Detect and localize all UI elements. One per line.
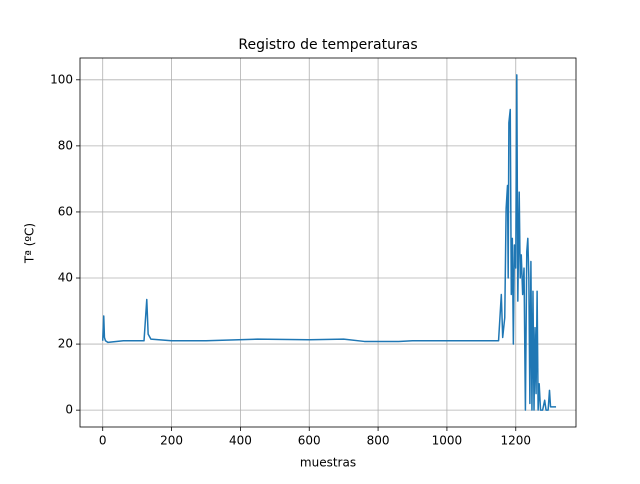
data-line [101,74,557,411]
y-tick-label: 60 [58,204,73,218]
x-tick-label: 400 [229,434,252,448]
y-tick-label: 100 [50,72,73,86]
plot-frame [79,57,577,428]
y-tick-label: 80 [58,138,73,152]
x-tick-label: 1000 [432,434,463,448]
x-tick-label: 0 [99,434,107,448]
y-axis-label: Tª (ºC) [23,223,37,264]
y-tick-label: 40 [58,271,73,285]
x-tick-label: 1200 [500,434,531,448]
x-tick-label: 600 [298,434,321,448]
y-tick-label: 20 [58,337,73,351]
y-tick-label: 0 [65,403,73,417]
chart-title: Registro de temperaturas [238,37,417,53]
x-tick-label: 200 [160,434,183,448]
x-axis-label: muestras [300,456,356,470]
x-tick-label: 800 [367,434,390,448]
